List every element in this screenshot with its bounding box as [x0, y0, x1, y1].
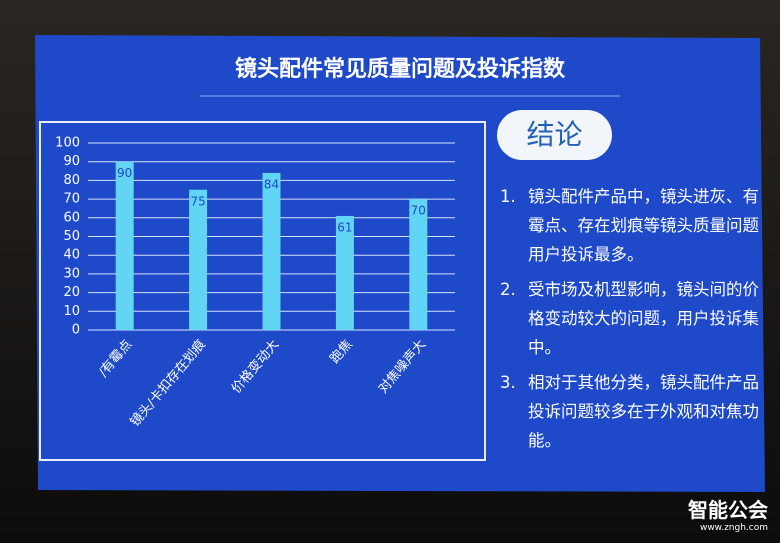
conclusion-heading: 结论 — [497, 110, 612, 160]
conclusion-number: 3. — [500, 373, 516, 392]
conclusion-number: 2. — [500, 280, 516, 299]
bar — [115, 161, 134, 330]
y-tick-label: 70 — [63, 192, 80, 207]
y-tick-label: 50 — [63, 229, 80, 244]
watermark-name: 智能公会 — [688, 498, 768, 522]
conclusion-item: 3. 相对于其他分类，镜头配件产品投诉问题较多在于外观和对焦功能。 — [500, 368, 765, 455]
conclusion-number: 1. — [500, 187, 516, 206]
y-tick-label: 80 — [63, 173, 80, 188]
data-label: 84 — [264, 177, 279, 191]
y-tick-label: 30 — [63, 266, 80, 281]
y-tick-label: 60 — [63, 210, 80, 225]
y-tick-label: 0 — [72, 323, 80, 338]
data-label: 61 — [337, 220, 352, 234]
conclusion-list: 1. 镜头配件产品中，镜头进灰、有霉点、存在划痕等镜头质量问题用户投诉最多。 2. 受… — [500, 182, 765, 461]
watermark: 智能公会 www.zngh.com — [688, 494, 768, 533]
bar — [335, 215, 354, 330]
y-tick-label: 90 — [63, 154, 80, 169]
chart-frame — [39, 121, 486, 461]
conclusion-text: 镜头配件产品中，镜头进灰、有霉点、存在划痕等镜头质量问题用户投诉最多。 — [528, 187, 759, 264]
bar — [262, 172, 281, 330]
conclusion-item: 1. 镜头配件产品中，镜头进灰、有霉点、存在划痕等镜头质量问题用户投诉最多。 — [500, 182, 765, 269]
y-tick-label: 10 — [63, 304, 80, 319]
chart-title: 镜头配件常见质量问题及投诉指数 — [235, 56, 566, 82]
conclusion-item: 2. 受市场及机型影响，镜头间的价格变动较大的问题，用户投诉集中。 — [500, 275, 765, 362]
data-label: 70 — [411, 204, 426, 218]
conclusion-text: 相对于其他分类，镜头配件产品投诉问题较多在于外观和对焦功能。 — [528, 373, 759, 450]
watermark-url: www.zngh.com — [699, 523, 768, 533]
y-tick-label: 20 — [63, 285, 80, 300]
bar — [409, 199, 428, 330]
y-tick-label: 40 — [63, 248, 80, 263]
y-tick-label: 100 — [55, 136, 80, 151]
bar — [189, 189, 208, 330]
data-label: 75 — [190, 194, 205, 208]
data-label: 90 — [117, 166, 132, 180]
conclusion-text: 受市场及机型影响，镜头间的价格变动较大的问题，用户投诉集中。 — [528, 280, 759, 357]
